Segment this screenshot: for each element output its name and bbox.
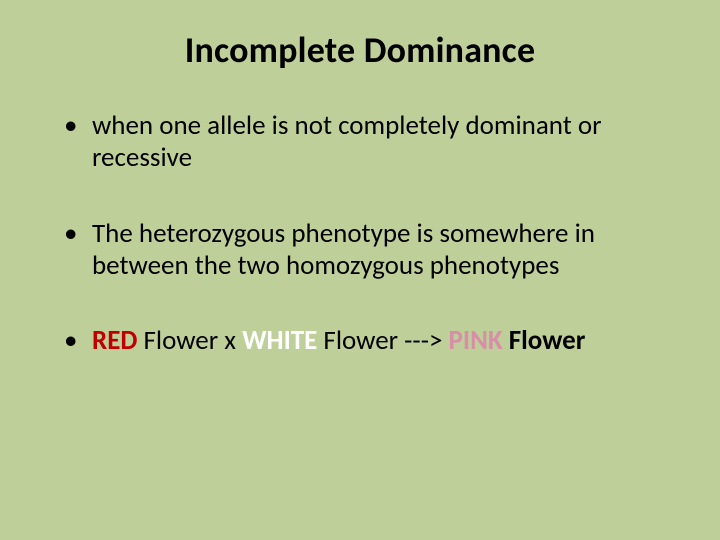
bullet-text: The heterozygous phenotype is somewhere … bbox=[92, 217, 595, 282]
slide-title: Incomplete Dominance bbox=[50, 28, 670, 72]
plain-text: Flower ---> bbox=[317, 324, 448, 357]
plain-text: Flower x bbox=[137, 324, 242, 357]
red-word: RED bbox=[92, 324, 137, 357]
bullet-text: when one allele is not completely domina… bbox=[92, 109, 602, 174]
plain-text: Flower bbox=[503, 324, 586, 357]
list-item: when one allele is not completely domina… bbox=[50, 110, 670, 174]
bullet-list: when one allele is not completely domina… bbox=[50, 110, 670, 357]
list-item: RED Flower x WHITE Flower ---> PINK Flow… bbox=[50, 325, 670, 357]
list-item: The heterozygous phenotype is somewhere … bbox=[50, 218, 670, 282]
white-word: WHITE bbox=[242, 324, 317, 357]
pink-word: PINK bbox=[449, 324, 503, 357]
